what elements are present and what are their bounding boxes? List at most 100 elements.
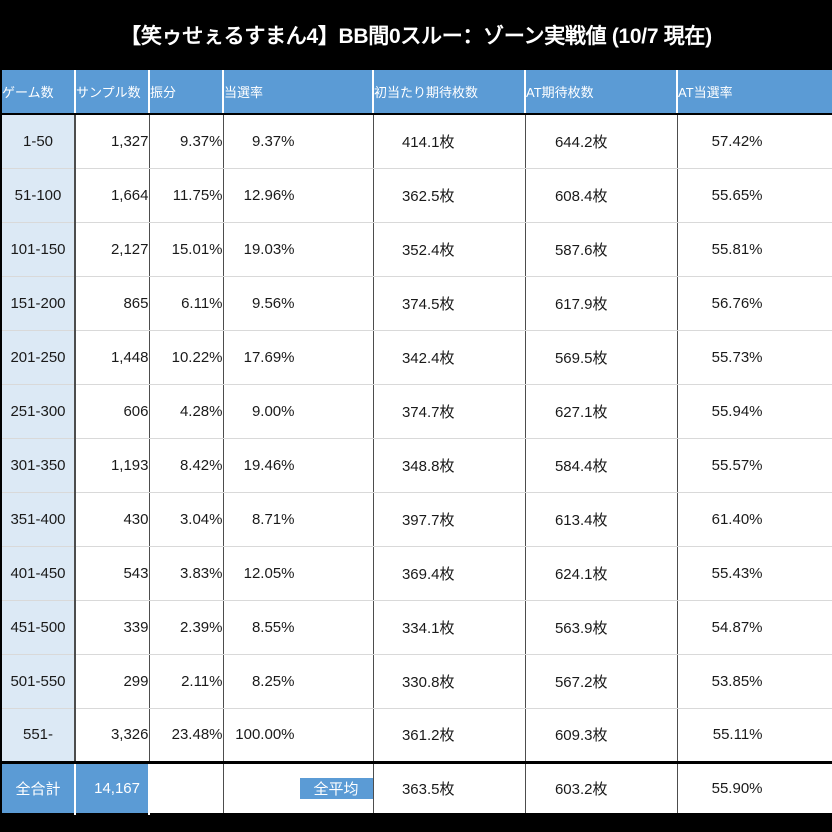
cell-first-hit-coins-cell: 352.4枚 xyxy=(373,222,526,277)
table-row: 51-100 1,664 11.75% 12.96% 362.5枚 608.4枚 55.65… xyxy=(1,168,832,223)
cell-at-coins: 608.4枚 xyxy=(554,187,608,205)
table-row: 251-300 606 4.28% 9.00% 374.7枚 627.1枚 55.94% xyxy=(1,384,832,439)
cell-at-coins: 569.5枚 xyxy=(554,349,608,367)
cell-at-win-rate-cell: 55.94% xyxy=(677,384,832,439)
total-first-hit-coins-cell: 363.5枚 xyxy=(373,760,526,814)
cell-at-win-rate-cell: 56.76% xyxy=(677,276,832,331)
cell-first-hit-coins: 374.5枚 xyxy=(401,295,455,313)
row-label-game-range: 451-500 xyxy=(1,600,76,655)
row-label-game-range: 101-150 xyxy=(1,222,76,277)
table-row: 101-150 2,127 15.01% 19.03% 352.4枚 587.6枚 55.8… xyxy=(1,222,832,277)
total-at-coins: 603.2枚 xyxy=(554,780,608,798)
total-sample-count: 14,167 xyxy=(75,760,150,814)
zone-stats-table: ゲーム数 サンプル数 振分 当選率 初当たり期待枚数 AT期待枚数 AT当選率 … xyxy=(0,70,832,815)
total-at-win-rate: 55.90% xyxy=(711,779,763,797)
cell-first-hit-coins-cell: 414.1枚 xyxy=(373,114,526,169)
cell-win-rate-cell: 9.37% xyxy=(223,114,374,169)
total-first-hit-coins: 363.5枚 xyxy=(401,780,455,798)
cell-at-coins-cell: 644.2枚 xyxy=(525,114,678,169)
cell-sample-count: 1,664 xyxy=(75,168,150,223)
cell-distribution-pct: 23.48% xyxy=(149,708,224,763)
cell-first-hit-coins-cell: 362.5枚 xyxy=(373,168,526,223)
table-row: 451-500 339 2.39% 8.55% 334.1枚 563.9枚 54.87% xyxy=(1,600,832,655)
cell-at-win-rate-cell: 61.40% xyxy=(677,492,832,547)
cell-at-coins: 567.2枚 xyxy=(554,673,608,691)
row-label-game-range: 501-550 xyxy=(1,654,76,709)
cell-at-coins: 617.9枚 xyxy=(554,295,608,313)
cell-at-coins-cell: 608.4枚 xyxy=(525,168,678,223)
cell-at-win-rate: 55.73% xyxy=(711,348,763,366)
row-label-game-range: 351-400 xyxy=(1,492,76,547)
cell-first-hit-coins: 348.8枚 xyxy=(401,457,455,475)
total-distribution-empty xyxy=(149,760,224,814)
total-at-win-rate-cell: 55.90% xyxy=(677,760,832,814)
column-header-sample: サンプル数 xyxy=(75,70,150,115)
cell-sample-count: 1,448 xyxy=(75,330,150,385)
cell-sample-count: 2,127 xyxy=(75,222,150,277)
cell-sample-count: 1,327 xyxy=(75,114,150,169)
cell-at-win-rate: 53.85% xyxy=(711,672,763,690)
table-row: 151-200 865 6.11% 9.56% 374.5枚 617.9枚 56.76% xyxy=(1,276,832,331)
cell-distribution-pct: 4.28% xyxy=(149,384,224,439)
cell-at-coins-cell: 613.4枚 xyxy=(525,492,678,547)
cell-at-win-rate: 61.40% xyxy=(711,510,763,528)
cell-at-coins: 584.4枚 xyxy=(554,457,608,475)
cell-distribution-pct: 6.11% xyxy=(149,276,224,331)
cell-distribution-pct: 2.11% xyxy=(149,654,224,709)
cell-win-rate-cell: 19.46% xyxy=(223,438,374,493)
cell-win-rate: 12.05% xyxy=(243,564,295,582)
row-label-game-range: 1-50 xyxy=(1,114,76,169)
column-header-game: ゲーム数 xyxy=(1,70,76,115)
cell-distribution-pct: 2.39% xyxy=(149,600,224,655)
cell-first-hit-coins-cell: 397.7枚 xyxy=(373,492,526,547)
cell-sample-count: 339 xyxy=(75,600,150,655)
table-row: 301-350 1,193 8.42% 19.46% 348.8枚 584.4枚 55.57… xyxy=(1,438,832,493)
cell-at-coins-cell: 624.1枚 xyxy=(525,546,678,601)
cell-at-win-rate: 55.43% xyxy=(711,564,763,582)
cell-win-rate: 8.25% xyxy=(251,672,295,690)
cell-at-coins-cell: 617.9枚 xyxy=(525,276,678,331)
cell-win-rate: 8.55% xyxy=(251,618,295,636)
cell-win-rate: 9.56% xyxy=(251,294,295,312)
cell-first-hit-coins: 414.1枚 xyxy=(401,133,455,151)
page-title: 【笑ゥせぇるすまん4】BB間0スルー：ゾーン実戦値 (10/7 現在) xyxy=(120,25,712,48)
cell-win-rate-cell: 12.05% xyxy=(223,546,374,601)
cell-first-hit-coins: 330.8枚 xyxy=(401,673,455,691)
cell-win-rate: 17.69% xyxy=(243,348,295,366)
total-at-coins-cell: 603.2枚 xyxy=(525,760,678,814)
column-header-rate: 当選率 xyxy=(223,70,374,115)
cell-sample-count: 299 xyxy=(75,654,150,709)
column-header-at: AT期待枚数 xyxy=(525,70,678,115)
cell-win-rate-cell: 9.00% xyxy=(223,384,374,439)
cell-first-hit-coins-cell: 369.4枚 xyxy=(373,546,526,601)
column-header-furi: 振分 xyxy=(149,70,224,115)
cell-first-hit-coins: 352.4枚 xyxy=(401,241,455,259)
row-label-game-range: 51-100 xyxy=(1,168,76,223)
cell-win-rate-cell: 19.03% xyxy=(223,222,374,277)
cell-at-coins: 644.2枚 xyxy=(554,133,608,151)
total-row: 全合計 14,167 全平均 363.5枚 603.2枚 55.90% xyxy=(1,760,832,814)
cell-sample-count: 543 xyxy=(75,546,150,601)
cell-first-hit-coins: 397.7枚 xyxy=(401,511,455,529)
cell-first-hit-coins: 334.1枚 xyxy=(401,619,455,637)
cell-distribution-pct: 9.37% xyxy=(149,114,224,169)
cell-win-rate: 19.46% xyxy=(243,456,295,474)
cell-at-win-rate: 55.94% xyxy=(711,402,763,420)
cell-win-rate: 19.03% xyxy=(243,240,295,258)
total-average-badge: 全平均 xyxy=(299,777,373,799)
cell-first-hit-coins: 362.5枚 xyxy=(401,187,455,205)
cell-win-rate-cell: 8.55% xyxy=(223,600,374,655)
table-row: 351-400 430 3.04% 8.71% 397.7枚 613.4枚 61.40% xyxy=(1,492,832,547)
cell-at-coins-cell: 567.2枚 xyxy=(525,654,678,709)
cell-distribution-pct: 11.75% xyxy=(149,168,224,223)
cell-at-coins-cell: 627.1枚 xyxy=(525,384,678,439)
cell-win-rate-cell: 17.69% xyxy=(223,330,374,385)
cell-at-coins: 587.6枚 xyxy=(554,241,608,259)
cell-first-hit-coins-cell: 334.1枚 xyxy=(373,600,526,655)
cell-first-hit-coins-cell: 361.2枚 xyxy=(373,708,526,763)
cell-at-coins: 563.9枚 xyxy=(554,619,608,637)
cell-at-win-rate-cell: 57.42% xyxy=(677,114,832,169)
cell-sample-count: 430 xyxy=(75,492,150,547)
cell-first-hit-coins: 369.4枚 xyxy=(401,565,455,583)
